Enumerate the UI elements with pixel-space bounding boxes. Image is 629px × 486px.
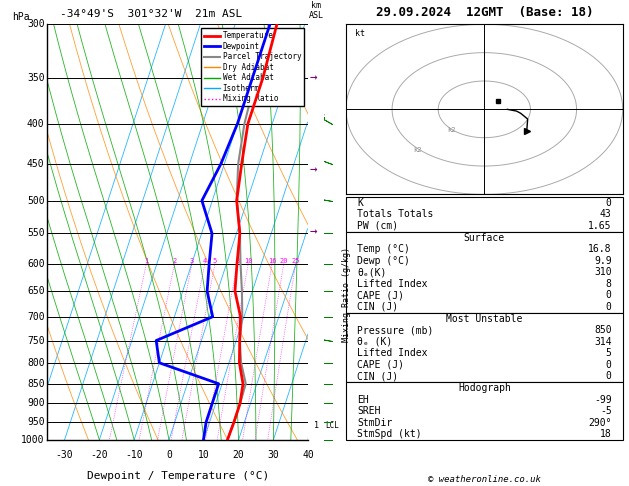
Text: 600: 600: [27, 259, 45, 269]
Text: -99: -99: [594, 395, 611, 405]
Text: 0: 0: [606, 302, 611, 312]
Text: -34°49'S  301°32'W  21m ASL: -34°49'S 301°32'W 21m ASL: [60, 9, 243, 19]
Text: →: →: [309, 163, 317, 176]
Text: K: K: [357, 198, 363, 208]
Text: 1000: 1000: [21, 435, 45, 445]
Text: CAPE (J): CAPE (J): [357, 360, 404, 370]
Text: Temp (°C): Temp (°C): [357, 244, 410, 255]
Text: © weatheronline.co.uk: © weatheronline.co.uk: [428, 474, 541, 484]
Text: 900: 900: [27, 399, 45, 408]
Text: Most Unstable: Most Unstable: [446, 313, 523, 324]
Text: Surface: Surface: [464, 233, 505, 243]
FancyBboxPatch shape: [346, 382, 623, 440]
Text: 300: 300: [27, 19, 45, 29]
Text: 750: 750: [27, 335, 45, 346]
Text: 1.65: 1.65: [588, 221, 611, 231]
Text: 0: 0: [166, 450, 172, 460]
Text: 1: 1: [144, 258, 148, 263]
Text: -10: -10: [125, 450, 143, 460]
Text: 850: 850: [27, 379, 45, 389]
Text: LCL: LCL: [326, 421, 340, 430]
Text: 314: 314: [594, 337, 611, 347]
Text: CIN (J): CIN (J): [357, 371, 398, 381]
Text: 20: 20: [233, 450, 245, 460]
Text: StmSpd (kt): StmSpd (kt): [357, 429, 421, 439]
Text: -20: -20: [91, 450, 108, 460]
Text: 350: 350: [27, 72, 45, 83]
FancyBboxPatch shape: [346, 231, 623, 312]
Text: 450: 450: [27, 159, 45, 169]
Text: 800: 800: [27, 358, 45, 368]
Text: Lifted Index: Lifted Index: [357, 279, 428, 289]
Text: 3: 3: [190, 258, 194, 263]
Text: 0: 0: [606, 360, 611, 370]
Text: 18: 18: [600, 429, 611, 439]
Text: 9.9: 9.9: [594, 256, 611, 266]
Text: 0: 0: [606, 290, 611, 300]
Text: Totals Totals: Totals Totals: [357, 209, 433, 219]
Text: 8: 8: [606, 279, 611, 289]
Text: CIN (J): CIN (J): [357, 302, 398, 312]
Text: -5: -5: [600, 406, 611, 417]
Text: 650: 650: [27, 286, 45, 296]
Text: 8: 8: [235, 258, 240, 263]
Text: 10: 10: [198, 450, 209, 460]
Text: 0: 0: [606, 371, 611, 381]
Text: 10: 10: [244, 258, 252, 263]
Text: Dewp (°C): Dewp (°C): [357, 256, 410, 266]
Text: Dewpoint / Temperature (°C): Dewpoint / Temperature (°C): [87, 471, 269, 481]
Text: Lifted Index: Lifted Index: [357, 348, 428, 358]
Legend: Temperature, Dewpoint, Parcel Trajectory, Dry Adiabat, Wet Adiabat, Isotherm, Mi: Temperature, Dewpoint, Parcel Trajectory…: [201, 28, 304, 106]
Text: 700: 700: [27, 312, 45, 322]
Text: 30: 30: [267, 450, 279, 460]
Text: 4: 4: [203, 258, 207, 263]
Text: θₑ (K): θₑ (K): [357, 337, 392, 347]
Text: km
ASL: km ASL: [309, 1, 323, 20]
Text: 290°: 290°: [588, 417, 611, 428]
Text: 5: 5: [213, 258, 217, 263]
Text: 16: 16: [268, 258, 276, 263]
Text: 950: 950: [27, 417, 45, 427]
FancyBboxPatch shape: [346, 197, 623, 231]
Text: PW (cm): PW (cm): [357, 221, 398, 231]
Text: 500: 500: [27, 195, 45, 206]
Text: 25: 25: [291, 258, 300, 263]
Text: 40: 40: [303, 450, 314, 460]
Text: 5: 5: [606, 348, 611, 358]
Text: Mixing Ratio (g/kg): Mixing Ratio (g/kg): [342, 247, 350, 342]
Text: hPa: hPa: [13, 12, 30, 22]
Text: 16.8: 16.8: [588, 244, 611, 255]
Text: 400: 400: [27, 119, 45, 129]
Text: 0: 0: [606, 198, 611, 208]
Text: SREH: SREH: [357, 406, 381, 417]
Text: →: →: [309, 72, 317, 85]
FancyBboxPatch shape: [346, 312, 623, 382]
Text: EH: EH: [357, 395, 369, 405]
Text: 2: 2: [172, 258, 177, 263]
Text: 43: 43: [600, 209, 611, 219]
Text: Hodograph: Hodograph: [458, 383, 511, 393]
Text: Pressure (mb): Pressure (mb): [357, 326, 433, 335]
Text: 550: 550: [27, 228, 45, 239]
Text: CAPE (J): CAPE (J): [357, 290, 404, 300]
Text: -30: -30: [56, 450, 74, 460]
Text: 850: 850: [594, 326, 611, 335]
Text: 20: 20: [279, 258, 288, 263]
Text: 1: 1: [314, 421, 318, 430]
Text: 310: 310: [594, 267, 611, 278]
Text: k2: k2: [414, 147, 422, 153]
Text: kt: kt: [355, 29, 365, 37]
Text: StmDir: StmDir: [357, 417, 392, 428]
Text: →: →: [309, 226, 317, 239]
Text: θₑ(K): θₑ(K): [357, 267, 386, 278]
Text: k2: k2: [447, 127, 455, 133]
Text: 29.09.2024  12GMT  (Base: 18): 29.09.2024 12GMT (Base: 18): [376, 6, 593, 19]
